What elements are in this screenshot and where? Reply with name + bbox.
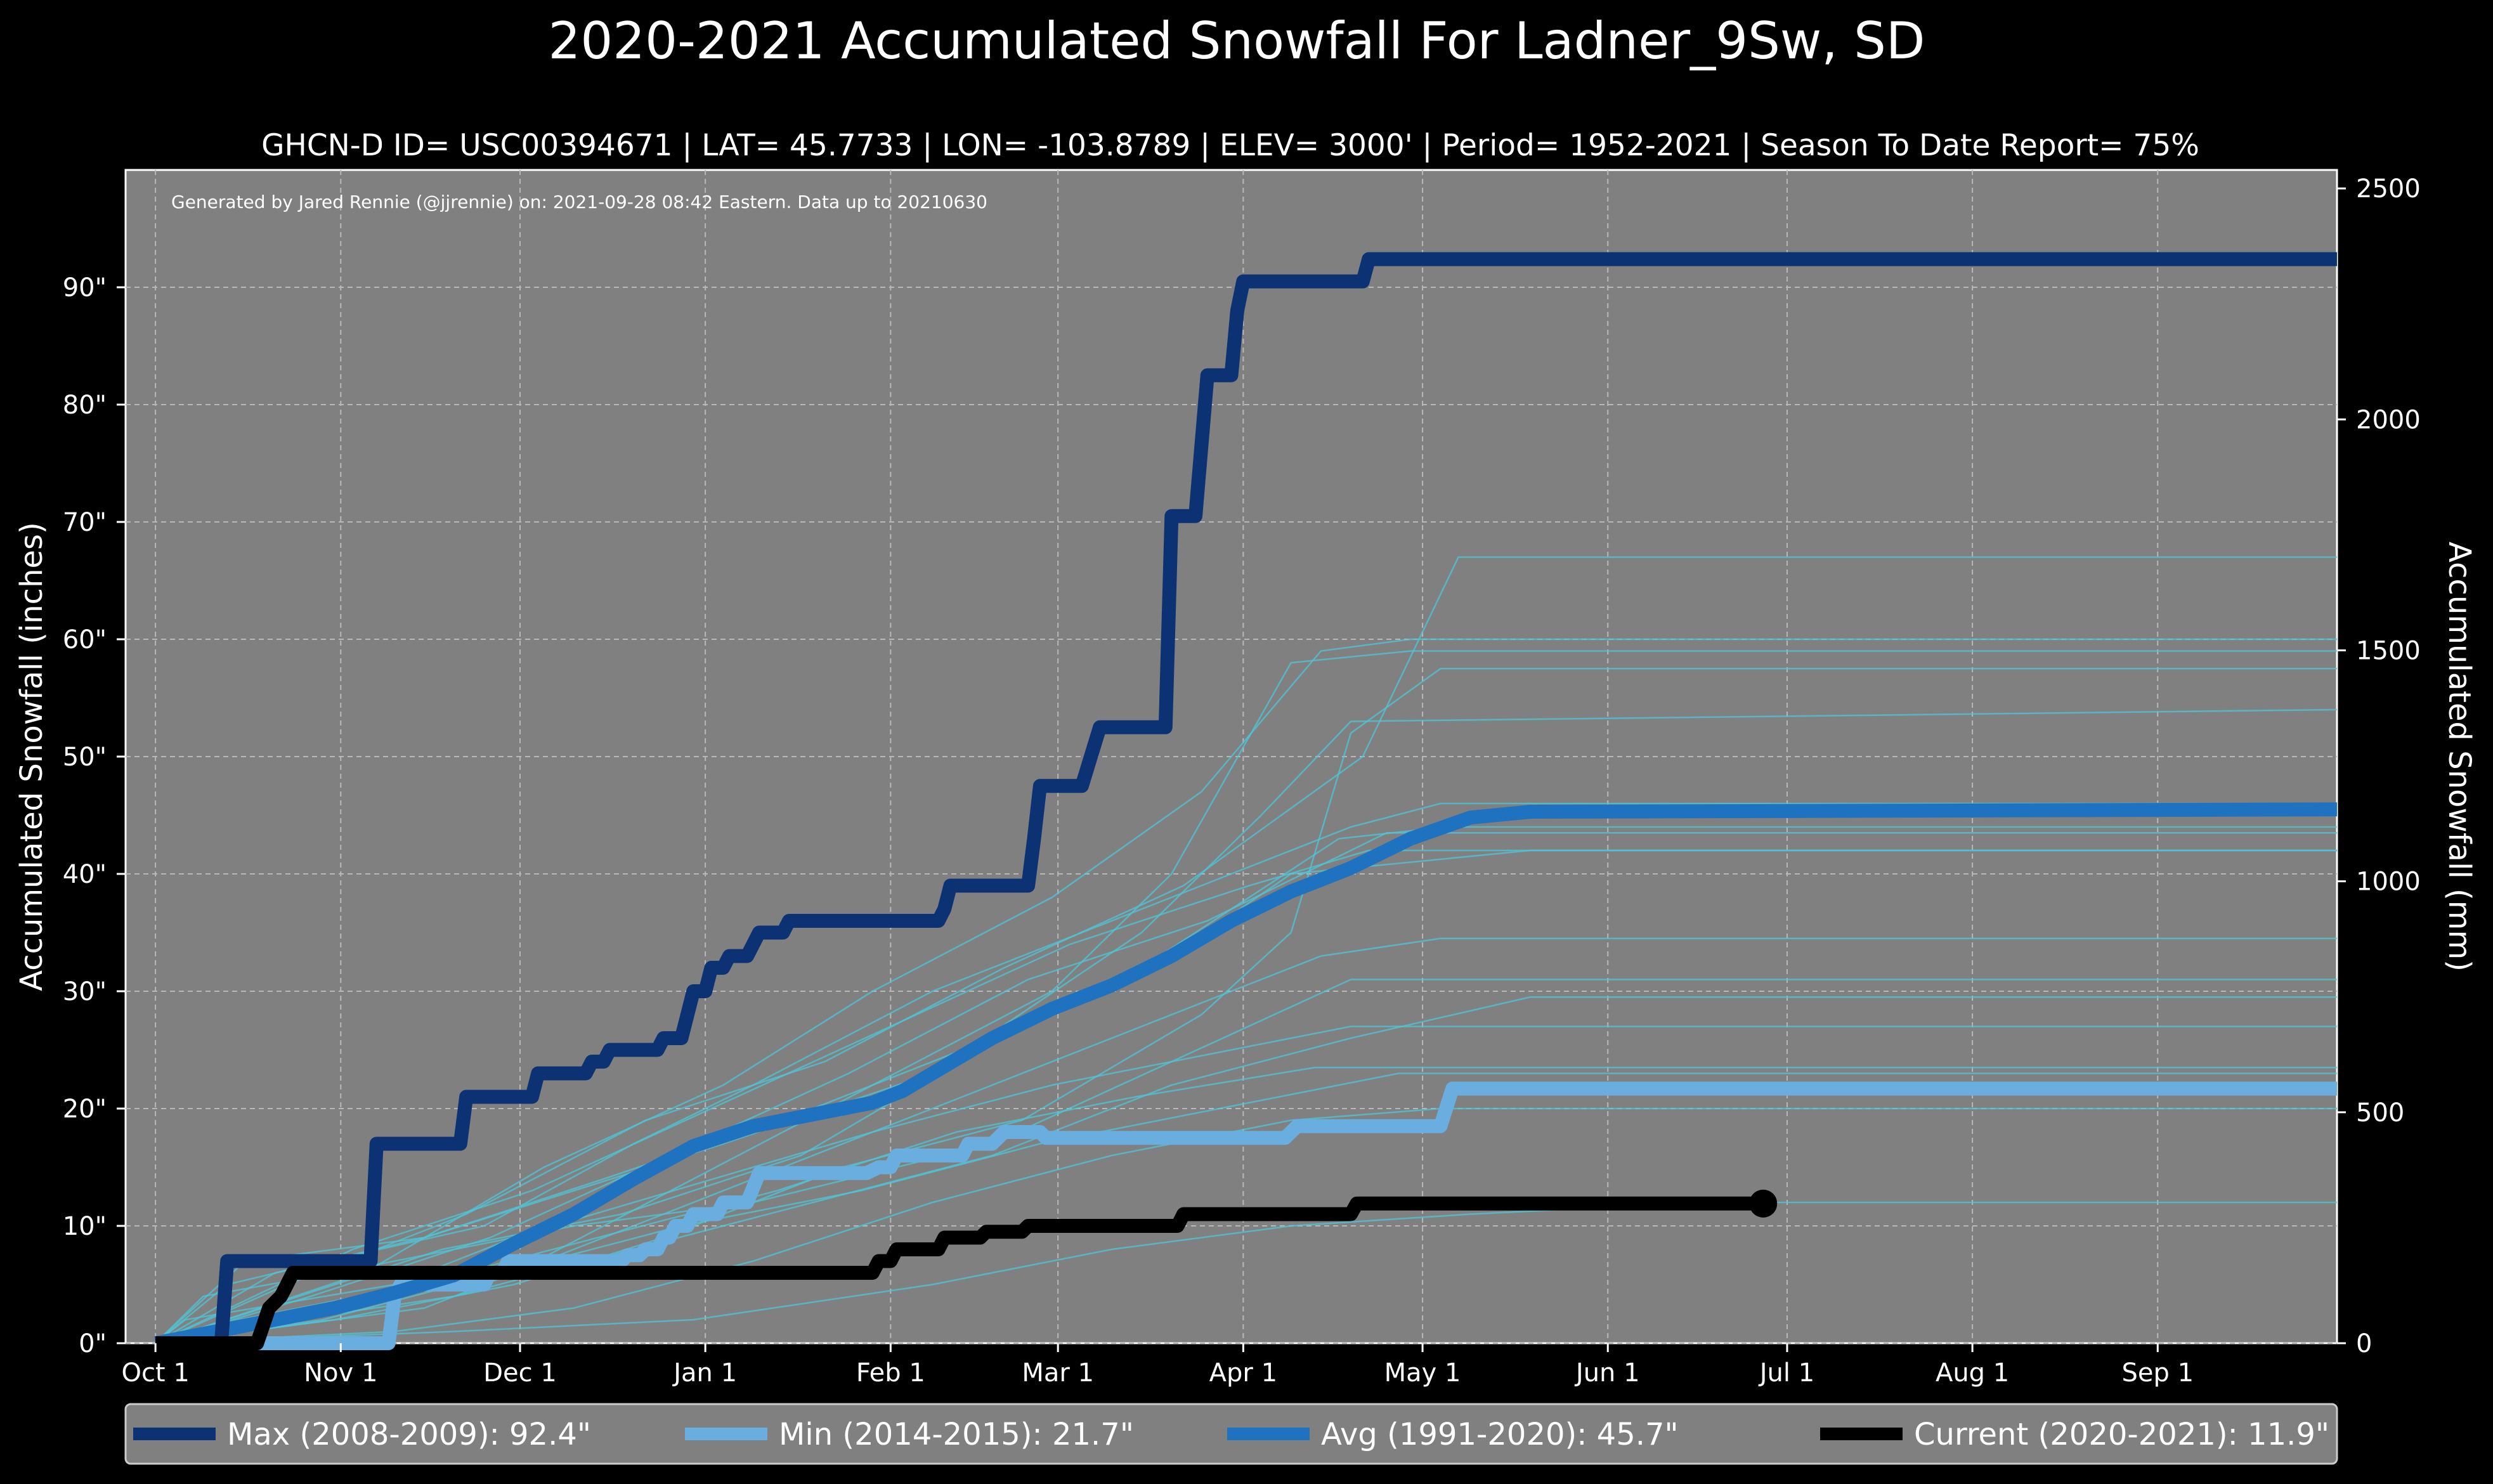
y-axis-label-left: Accumulated Snowfall (inches) [14,522,49,991]
other-year-line [155,1107,2337,1344]
legend: Max (2008-2009): 92.4" Min (2014-2015): 2… [133,1417,2329,1452]
y-tick-label-right: 1000 [2356,868,2421,897]
credit-text: Generated by Jared Rennie (@jjrennie) on… [171,192,987,212]
x-tick-label: Nov 1 [304,1358,377,1388]
y-axis-left-ticks: 0" 10" 20" 30" 40" 50" 60" 70" 80" 90" [63,273,126,1358]
chart-title: 2020-2021 Accumulated Snowfall For Ladne… [548,11,1925,70]
x-tick-label: Sep 1 [2121,1358,2194,1388]
x-tick-label: May 1 [1384,1358,1461,1388]
current-endpoint-marker [1749,1189,1778,1218]
x-tick-label: Apr 1 [1209,1358,1277,1388]
x-tick-label: Oct 1 [121,1358,189,1388]
y-tick-label-left: 70" [63,508,107,537]
current-legend-label: Current (2020-2021): 11.9" [1914,1417,2329,1452]
x-tick-label: Mar 1 [1022,1358,1094,1388]
x-tick-label: Aug 1 [1936,1358,2009,1388]
y-tick-label-right: 2000 [2356,405,2421,434]
x-tick-label: Jun 1 [1574,1358,1640,1388]
current-series-line [155,1196,1764,1350]
x-axis-ticks: Oct 1 Nov 1 Dec 1 Jan 1 Feb 1 Mar 1 Apr 1 May 1… [121,1343,2194,1388]
y-tick-label-right: 2500 [2356,174,2421,204]
other-year-line [155,1072,2337,1344]
x-tick-label: Jul 1 [1758,1358,1814,1388]
x-tick-label: Feb 1 [856,1358,925,1388]
y-tick-label-right: 1500 [2356,636,2421,665]
other-year-line [155,849,2337,1344]
x-tick-label: Dec 1 [483,1358,557,1388]
max-series-line [155,252,2337,1350]
avg-legend-label: Avg (1991-2020): 45.7" [1321,1417,1679,1452]
y-tick-label-left: 0" [79,1329,107,1358]
y-tick-label-left: 30" [63,977,107,1006]
y-tick-label-left: 90" [63,273,107,303]
x-tick-label: Jan 1 [672,1358,737,1388]
avg-series-line [153,802,2338,1350]
y-tick-label-left: 10" [63,1212,107,1241]
y-tick-label-left: 80" [63,391,107,420]
y-tick-label-left: 40" [63,860,107,889]
series-lines [153,252,2338,1350]
chart-subtitle: GHCN-D ID= USC00394671 | LAT= 45.7733 | … [261,128,2199,163]
min-legend-label: Min (2014-2015): 21.7" [779,1417,1134,1452]
other-year-line [155,638,2337,1344]
other-year-line [155,802,2337,1344]
max-legend-label: Max (2008-2009): 92.4" [227,1417,591,1452]
y-axis-label-right: Accumulated Snowfall (mm) [2442,542,2477,972]
y-axis-right-ticks: 0 500 1000 1500 2000 2500 [2337,174,2421,1358]
y-tick-label-left: 20" [63,1095,107,1124]
y-tick-label-right: 500 [2356,1098,2404,1128]
y-tick-label-left: 60" [63,625,107,654]
y-tick-label-left: 50" [63,743,107,772]
y-tick-label-right: 0 [2356,1329,2372,1358]
